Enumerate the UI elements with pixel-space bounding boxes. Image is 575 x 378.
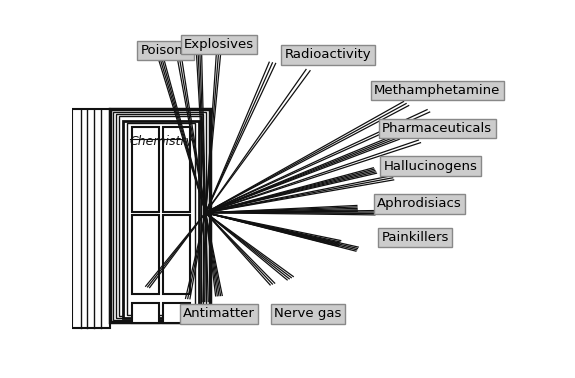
Text: Chemistry: Chemistry — [130, 135, 194, 148]
Bar — [123, 121, 199, 318]
Text: Poisons: Poisons — [140, 44, 190, 57]
Bar — [126, 123, 196, 315]
Bar — [119, 116, 201, 316]
Bar — [72, 109, 110, 328]
Bar — [72, 109, 110, 328]
Bar — [113, 112, 206, 319]
Bar — [163, 303, 190, 323]
Bar — [116, 114, 204, 318]
Text: Painkillers: Painkillers — [381, 231, 448, 244]
Text: Explosives: Explosives — [184, 38, 254, 51]
Bar — [132, 215, 159, 294]
Bar — [132, 303, 159, 323]
Text: Radioactivity: Radioactivity — [285, 48, 371, 61]
Bar — [110, 109, 210, 322]
Text: Nerve gas: Nerve gas — [274, 307, 342, 320]
Text: Aphrodisiacs: Aphrodisiacs — [377, 197, 462, 211]
Bar — [163, 127, 190, 212]
Text: Methamphetamine: Methamphetamine — [374, 84, 500, 97]
Text: Pharmaceuticals: Pharmaceuticals — [382, 122, 492, 135]
Bar — [163, 215, 190, 294]
Bar — [132, 127, 159, 212]
Text: Hallucinogens: Hallucinogens — [384, 160, 478, 173]
Text: Antimatter: Antimatter — [183, 307, 255, 320]
